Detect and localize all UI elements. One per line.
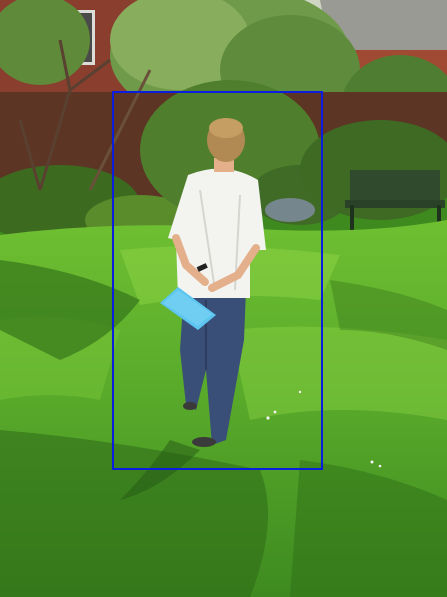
arm-right	[208, 244, 260, 292]
daisies	[266, 390, 382, 468]
person-walking	[160, 118, 266, 447]
shoe	[192, 437, 216, 447]
lawn-shadow	[0, 260, 140, 360]
wristwatch	[196, 263, 208, 272]
garden-bench	[345, 170, 445, 243]
arm-left	[172, 234, 209, 286]
